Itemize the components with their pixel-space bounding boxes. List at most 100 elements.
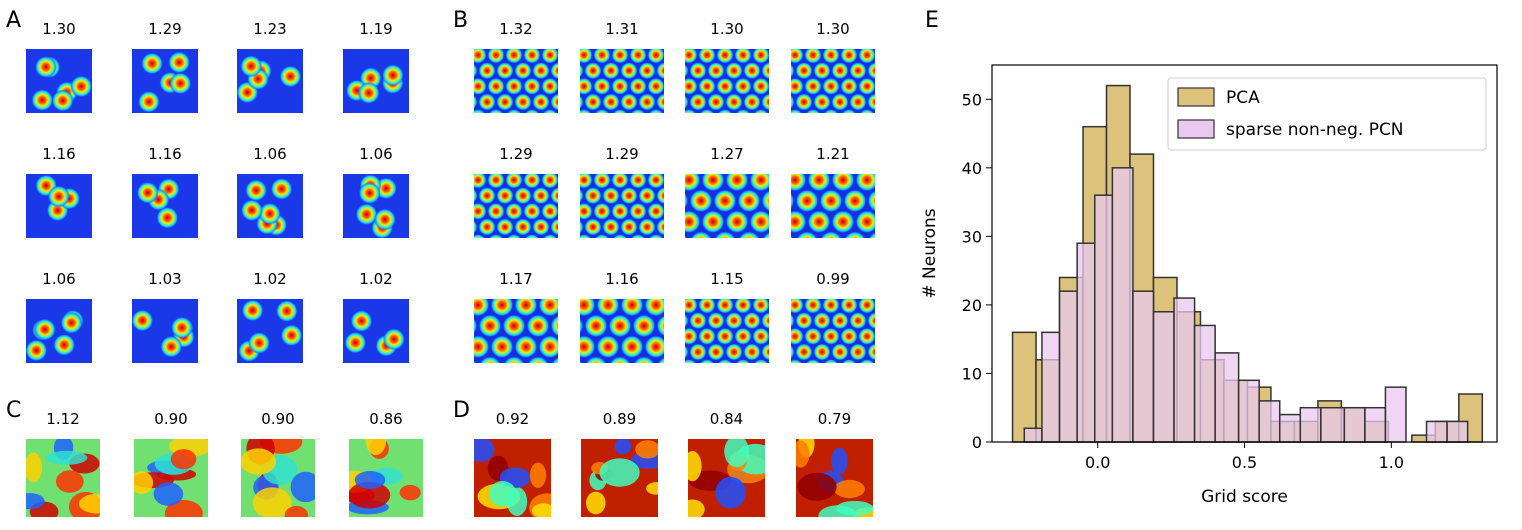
y-tick-label: 0 [972,433,982,452]
rate-map-tile: 1.16 [26,145,92,238]
grid-score-label: 1.17 [499,270,533,288]
y-tick-label: 10 [962,364,982,383]
rate-map-tile: 0.89 [581,410,658,517]
histogram-bar [1041,331,1061,443]
rate-map-tile: 1.32 [474,20,558,113]
grid-score-label: 1.31 [605,20,639,38]
rate-map-tile: 1.12 [26,410,100,517]
rate-map-tile: 1.30 [685,20,769,113]
rate-map-image [685,174,769,238]
rate-map-tile: 0.86 [349,410,423,517]
grid-score-label: 1.06 [42,270,76,288]
rate-map-image [474,439,551,517]
rate-map-tile: 1.23 [237,20,303,113]
rate-map-tile: 1.06 [237,145,303,238]
rate-map-tile: 1.27 [685,145,769,238]
rate-map-image [134,439,208,517]
grid-score-label: 1.15 [710,270,744,288]
histogram-bar [1076,242,1096,443]
histogram-bar [1173,297,1196,443]
rate-map-image [796,439,873,517]
rate-map-tile: 1.21 [791,145,875,238]
histogram-bar [1446,420,1469,443]
grid-score-label: 1.23 [253,20,287,38]
legend-frame [1167,77,1487,151]
histogram-bar [1320,406,1346,443]
grid-score-label: 1.29 [148,20,182,38]
rate-map-image [580,299,664,363]
grid-score-label: 1.16 [148,145,182,163]
legend-label-pcn: sparse non-neg. PCN [1226,120,1404,140]
rate-map-tile: 1.03 [132,270,198,363]
x-tick-label: 0.0 [1085,453,1110,472]
x-axis-label: Grid score [1201,487,1288,507]
histogram-bar [1425,420,1448,443]
rate-map-image [26,299,92,363]
legend-swatch-pcn [1177,119,1215,139]
rate-map-tile: 1.06 [343,145,409,238]
rate-map-image [474,299,558,363]
x-tick-label: 0.5 [1232,453,1257,472]
grid-score-label: 1.19 [359,20,393,38]
histogram-bar [1011,331,1037,443]
rate-map-tile: 1.29 [474,145,558,238]
y-tick-label: 50 [962,90,982,109]
rate-map-image [132,49,198,113]
rate-map-tile: 1.15 [685,270,769,363]
rate-map-tile: 1.17 [474,270,558,363]
panel-letter-c: C [6,398,22,423]
grid-score-label: 0.84 [709,410,744,428]
y-tick-label: 20 [962,296,982,315]
histogram-bar [1132,290,1155,443]
rate-map-image [237,174,303,238]
rate-map-image [474,174,558,238]
histogram-bar [1343,406,1366,443]
grid-score-label: 1.02 [359,270,393,288]
panel-letter-a: A [6,8,22,33]
rate-map-image [237,49,303,113]
rate-map-image [26,49,92,113]
rate-map-tile: 0.84 [688,410,765,517]
panel-letter-b: B [453,8,469,33]
y-axis-label: # Neurons [920,208,940,298]
rate-map-image [688,439,765,517]
rate-map-image [791,299,875,363]
grid-score-label: 0.90 [154,410,188,428]
rate-map-image [349,439,423,517]
rate-map-tile: 1.06 [26,270,92,363]
rate-map-tile: 1.16 [132,145,198,238]
rate-map-tile: 1.19 [343,20,409,113]
rate-map-image [237,299,303,363]
grid-score-label: 0.89 [602,410,637,428]
grid-score-label: 1.32 [499,20,533,38]
grid-score-label: 0.90 [261,410,295,428]
grid-score-label: 1.30 [42,20,76,38]
grid-score-label: 1.27 [710,145,744,163]
rate-map-image [26,174,92,238]
rate-map-tile: 0.99 [791,270,875,363]
histogram-bar [1058,290,1078,443]
histogram-bar [1278,413,1302,443]
rate-map-image [685,49,769,113]
legend: PCA sparse non-neg. PCN [1167,77,1487,151]
histogram-bar [1094,194,1114,443]
histogram-bar [1384,386,1407,443]
rate-map-tile: 0.92 [474,410,551,517]
rate-map-image [791,49,875,113]
rate-map-image [132,299,198,363]
histogram-bar [1193,324,1216,443]
rate-map-tile: 1.02 [237,270,303,363]
y-tick-label: 40 [962,159,982,178]
grid-score-label: 1.30 [816,20,850,38]
rate-map-tile: 1.29 [132,20,198,113]
x-tick-label: 1.0 [1379,453,1404,472]
histogram-bar [1364,406,1387,443]
grid-score-label: 0.79 [817,410,852,428]
histogram-bar [1237,379,1260,443]
grid-score-label: 1.06 [359,145,393,163]
rate-map-image [343,174,409,238]
grid-score-label: 1.02 [253,270,287,288]
grid-score-label: 1.30 [710,20,744,38]
rate-map-tile: 0.79 [796,410,873,517]
